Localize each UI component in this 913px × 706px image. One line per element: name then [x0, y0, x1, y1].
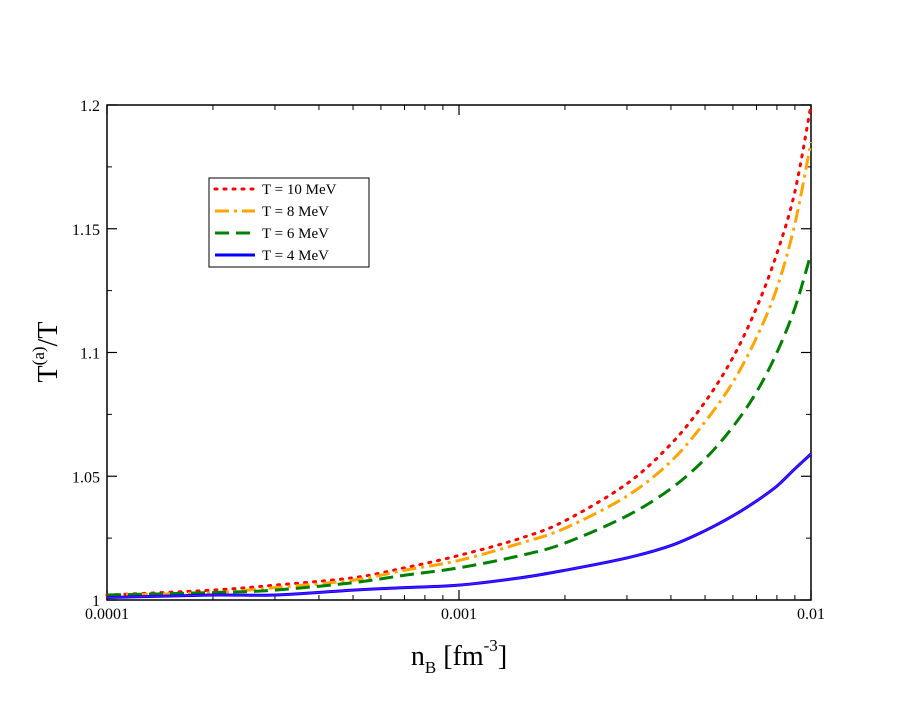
x-tick-label: 0.0001 — [85, 606, 129, 623]
x-axis-title-unit-close: ] — [498, 641, 507, 672]
x-axis-title: nB [fm-3] — [411, 636, 507, 677]
x-axis-title-superscript: -3 — [484, 636, 498, 655]
x-tick-label: 0.01 — [797, 606, 825, 623]
y-tick-label: 1.2 — [80, 98, 100, 115]
y-tick-label: 1.05 — [72, 469, 100, 486]
legend-label-t10: T = 10 MeV — [262, 182, 337, 198]
legend-box — [208, 177, 370, 268]
legend: T = 10 MeV T = 8 MeV T = 6 MeV T = 4 MeV — [208, 177, 370, 268]
legend-label-t8: T = 8 MeV — [262, 204, 329, 220]
y-tick-label: 1.1 — [80, 346, 100, 363]
y-axis-title-superscript: (a) — [29, 346, 48, 365]
series-line-t-10-mev — [105, 103, 813, 597]
series-line-overlay — [106, 453, 812, 599]
y-axis-title-suffix: /T — [33, 322, 64, 347]
series-line-t-8-mev — [106, 141, 813, 597]
y-tick-label: 1.15 — [72, 222, 100, 239]
legend-label-t6: T = 6 MeV — [262, 226, 329, 242]
y-tick-label: 1 — [92, 593, 100, 610]
axis-ticks: 0.0001 0.001 0.01 1 1.05 1.1 1.15 1.2 — [72, 98, 825, 623]
legend-label-t4: T = 4 MeV — [262, 248, 329, 264]
x-axis-title-subscript: B — [425, 658, 436, 677]
y-axis-title-base: T — [33, 365, 64, 382]
x-axis-title-unit-open: [fm — [436, 641, 484, 672]
x-tick-label: 0.001 — [441, 606, 477, 623]
x-axis-title-base: n — [411, 641, 425, 672]
series-layer — [105, 103, 813, 600]
y-axis-title: T(a)/T — [29, 322, 64, 383]
